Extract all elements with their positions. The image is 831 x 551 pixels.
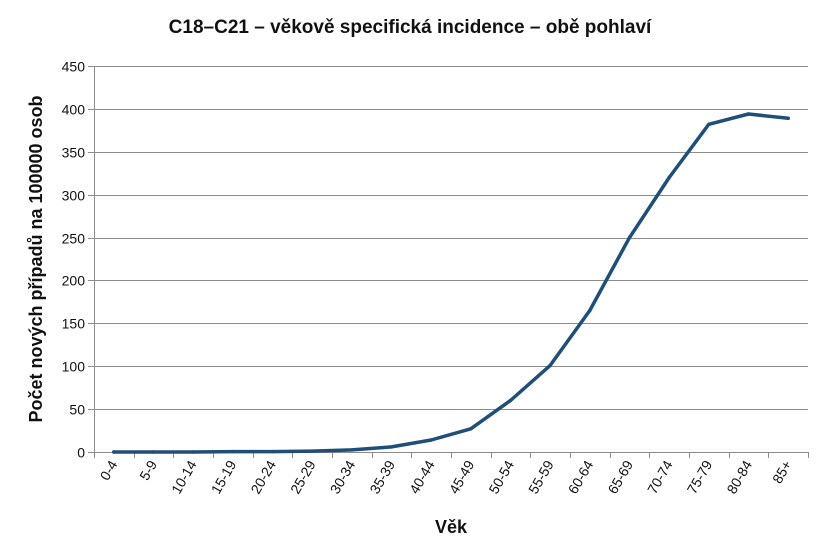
data-point — [389, 445, 394, 449]
x-tick-label: 65-69 — [604, 457, 636, 496]
y-tick-label: 150 — [62, 316, 86, 332]
x-tick-label: 10-14 — [168, 457, 200, 496]
x-tick-label: 0-4 — [96, 457, 120, 483]
x-tick-label: 50-54 — [485, 457, 517, 496]
y-tick-label: 100 — [62, 359, 86, 375]
series — [112, 112, 790, 454]
data-point — [786, 116, 790, 121]
x-tick-label: 70-74 — [644, 457, 676, 496]
data-point — [588, 308, 592, 313]
y-tick-label: 450 — [62, 59, 86, 75]
data-point — [627, 235, 632, 240]
chart-title: C18–C21 – věkově specifická incidence – … — [169, 17, 652, 38]
x-tick-label: 75-79 — [684, 457, 716, 496]
y-axis-ticks: 0 50 100 150 200 250 300 350 400 450 — [62, 59, 94, 461]
data-point — [469, 427, 473, 431]
data-point — [667, 175, 671, 180]
x-tick-label: 30-34 — [327, 457, 359, 496]
data-point — [746, 112, 751, 116]
y-tick-label: 200 — [62, 273, 86, 289]
x-tick-label: 60-64 — [565, 457, 597, 496]
x-tick-label: 55-59 — [525, 457, 557, 496]
x-tick-label: 80-84 — [723, 457, 755, 496]
x-tick-label: 15-19 — [208, 457, 240, 496]
x-tick-label: 40-44 — [406, 457, 438, 496]
x-tick-label: 5-9 — [136, 457, 160, 483]
axes — [94, 66, 808, 453]
x-tick-label: 35-39 — [366, 457, 398, 496]
x-tick-label: 25-29 — [287, 457, 319, 496]
data-point — [707, 122, 711, 127]
data-point — [191, 450, 195, 454]
data-point — [151, 450, 156, 454]
data-point — [508, 398, 513, 403]
x-axis-title: Věk — [435, 517, 468, 537]
data-point — [548, 363, 552, 368]
data-point — [429, 438, 433, 442]
x-axis-ticks: 0-4 5-9 10-14 15-19 20-24 25-29 30-34 35-39 40-4… — [94, 452, 809, 497]
y-tick-label: 350 — [62, 145, 86, 161]
y-tick-label: 300 — [62, 188, 86, 204]
grid — [94, 66, 808, 410]
y-tick-label: 250 — [62, 231, 86, 247]
data-point — [231, 449, 235, 454]
data-point — [310, 449, 314, 453]
data-point — [270, 449, 275, 454]
y-tick-label: 400 — [62, 102, 86, 118]
data-point — [350, 448, 354, 452]
y-tick-label: 50 — [69, 402, 85, 418]
y-tick-label: 0 — [77, 445, 85, 461]
y-axis-title: Počet nových případů na 100000 osob — [26, 95, 46, 422]
data-point — [112, 450, 116, 454]
series-line — [112, 112, 790, 454]
x-tick-label: 85+ — [769, 458, 795, 487]
x-tick-label: 45-49 — [446, 457, 478, 496]
x-tick-label: 20-24 — [247, 457, 279, 496]
